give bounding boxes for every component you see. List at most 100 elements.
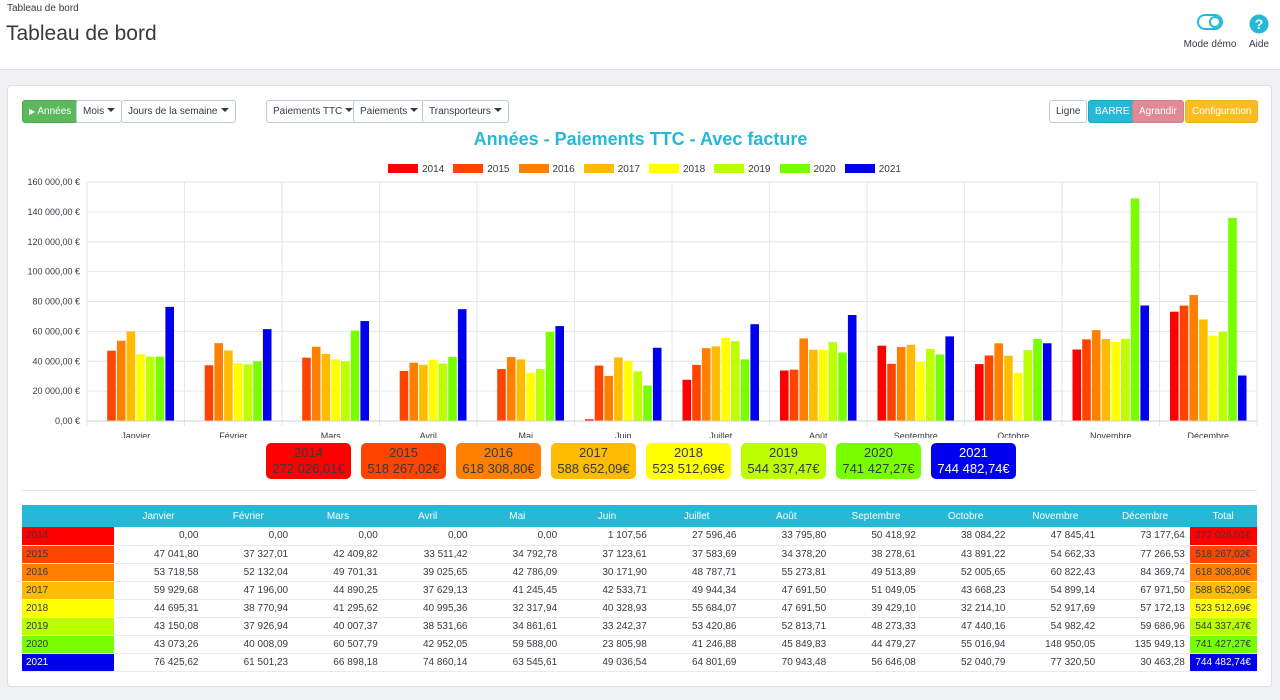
bar-2016-2[interactable] (311, 346, 321, 421)
bar-2016-10[interactable] (1091, 330, 1101, 421)
column-header[interactable]: Juin (562, 505, 653, 527)
bar-2015-5[interactable] (594, 365, 604, 421)
column-header[interactable]: Mars (293, 505, 384, 527)
bar-2017-5[interactable] (614, 357, 623, 421)
months-dropdown[interactable]: Mois (76, 100, 123, 123)
bar-2020-10[interactable] (1130, 198, 1140, 421)
bar-2021-4[interactable] (555, 326, 564, 421)
bar-2016-3[interactable] (409, 362, 418, 421)
bar-2021-11[interactable] (1237, 375, 1247, 421)
column-header[interactable] (22, 505, 115, 527)
bar-2017-1[interactable] (224, 350, 233, 421)
bar-2015-2[interactable] (302, 357, 311, 421)
bar-2014-7[interactable] (780, 370, 789, 421)
bar-2015-10[interactable] (1082, 339, 1091, 421)
column-header[interactable]: Août (741, 505, 832, 527)
bar-2017-2[interactable] (321, 353, 331, 421)
bar-2021-2[interactable] (360, 321, 369, 421)
bar-2017-9[interactable] (1004, 355, 1013, 421)
bar-view-button[interactable]: BARRE (1088, 100, 1137, 123)
bar-2015-3[interactable] (399, 370, 409, 421)
bar-2020-9[interactable] (1033, 338, 1042, 421)
bar-2019-11[interactable] (1218, 331, 1228, 421)
configuration-button[interactable]: Configuration (1185, 100, 1259, 123)
carriers-dropdown[interactable]: Transporteurs (422, 100, 509, 123)
bar-2018-7[interactable] (818, 349, 828, 421)
bar-2021-5[interactable] (652, 347, 662, 421)
bar-2021-9[interactable] (1042, 343, 1052, 421)
bar-2020-4[interactable] (545, 331, 555, 421)
years-button[interactable]: ▶ Années (22, 100, 79, 123)
payments-dropdown[interactable]: Paiements (353, 100, 426, 123)
bar-2018-11[interactable] (1208, 335, 1218, 421)
legend-item[interactable]: 2019 (714, 164, 771, 175)
bar-2018-1[interactable] (233, 363, 243, 421)
bar-2021-7[interactable] (847, 315, 857, 421)
enlarge-button[interactable]: Agrandir (1132, 100, 1184, 123)
legend-item[interactable]: 2017 (583, 164, 640, 175)
bar-2017-6[interactable] (711, 346, 721, 421)
bar-2015-8[interactable] (887, 363, 896, 421)
bar-2015-11[interactable] (1179, 305, 1189, 421)
bar-2015-9[interactable] (984, 355, 994, 421)
bar-2016-8[interactable] (896, 347, 906, 421)
column-header[interactable]: Décembre (1100, 505, 1191, 527)
bar-2017-7[interactable] (809, 349, 818, 421)
bar-2019-10[interactable] (1121, 338, 1130, 421)
column-header[interactable]: Total (1189, 505, 1257, 527)
bar-2016-9[interactable] (994, 343, 1003, 421)
bar-2021-3[interactable] (457, 309, 467, 421)
bar-2019-1[interactable] (243, 364, 253, 421)
column-header[interactable]: Septembre (831, 505, 922, 527)
bar-2020-2[interactable] (350, 330, 360, 421)
bar-2017-8[interactable] (906, 344, 916, 421)
bar-2020-1[interactable] (253, 361, 262, 421)
bar-2018-6[interactable] (721, 337, 730, 421)
bar-2021-0[interactable] (165, 306, 174, 421)
bar-2015-7[interactable] (789, 369, 799, 421)
bar-2014-8[interactable] (877, 345, 887, 421)
bar-2020-11[interactable] (1228, 217, 1237, 421)
bar-2014-11[interactable] (1170, 311, 1179, 421)
bar-2017-0[interactable] (126, 331, 136, 421)
column-header[interactable]: Avril (382, 505, 473, 527)
column-header[interactable]: Juillet (651, 505, 742, 527)
bar-2021-1[interactable] (262, 329, 272, 421)
bar-2019-8[interactable] (926, 348, 935, 421)
bar-2019-2[interactable] (341, 361, 350, 421)
legend-item[interactable]: 2018 (649, 164, 705, 175)
column-header[interactable]: Octobre (920, 505, 1011, 527)
bar-2019-6[interactable] (731, 341, 740, 421)
legend-item[interactable]: 2016 (518, 164, 575, 175)
weekdays-dropdown[interactable]: Jours de la semaine (121, 100, 236, 123)
help-button[interactable]: ? Aide (1244, 14, 1274, 50)
bar-2014-5[interactable] (585, 419, 594, 421)
demo-mode-button[interactable]: Mode démo (1182, 14, 1238, 50)
bar-2016-7[interactable] (799, 338, 808, 421)
bar-2019-3[interactable] (438, 363, 448, 421)
bar-2017-3[interactable] (419, 364, 428, 421)
bar-2014-6[interactable] (682, 379, 692, 421)
bar-2015-1[interactable] (204, 365, 214, 421)
bar-2016-1[interactable] (214, 343, 223, 421)
payments-ttc-dropdown[interactable]: Paiements TTC (266, 100, 361, 123)
bar-2017-11[interactable] (1199, 319, 1208, 421)
legend-item[interactable]: 2020 (779, 164, 836, 175)
bar-2019-0[interactable] (146, 356, 155, 421)
bar-2020-8[interactable] (935, 354, 945, 421)
bar-2014-10[interactable] (1072, 349, 1082, 421)
bar-2015-0[interactable] (107, 350, 116, 421)
bar-2018-0[interactable] (136, 354, 145, 421)
bar-2020-6[interactable] (740, 359, 750, 421)
legend-item[interactable]: 2015 (453, 164, 510, 175)
bar-2021-8[interactable] (945, 336, 954, 421)
bar-2018-5[interactable] (623, 360, 633, 421)
column-header[interactable]: Novembre (1010, 505, 1101, 527)
bar-2019-4[interactable] (536, 368, 545, 421)
bar-2016-11[interactable] (1189, 294, 1198, 421)
legend-item[interactable]: 2021 (844, 164, 901, 175)
bar-2015-4[interactable] (497, 369, 506, 421)
bar-2018-2[interactable] (331, 359, 340, 421)
bar-2018-3[interactable] (428, 359, 438, 421)
bar-2016-0[interactable] (116, 340, 126, 421)
